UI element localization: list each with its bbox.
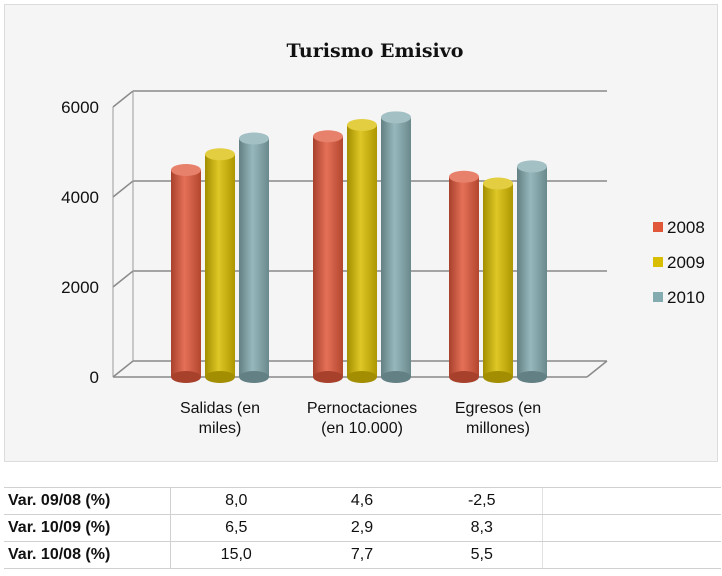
y-axis-ticks: 0 2000 4000 6000 xyxy=(61,98,99,387)
row-value: 8,0 xyxy=(170,487,302,515)
bar-2009-0 xyxy=(205,148,235,383)
row-filler xyxy=(541,514,721,542)
row-value: 4,6 xyxy=(302,487,422,515)
legend-swatch xyxy=(653,257,663,267)
floor-side-edge xyxy=(586,360,608,378)
row-label: Var. 09/08 (%) xyxy=(4,487,171,515)
row-filler xyxy=(541,541,721,569)
legend-label: 2010 xyxy=(667,288,705,307)
legend-swatch xyxy=(653,222,663,232)
gridline-side xyxy=(112,90,134,108)
category-label: Salidas (en miles) xyxy=(180,400,260,437)
legend-label: 2008 xyxy=(667,218,705,237)
x-axis-categories: Salidas (en miles) Pernoctaciones (en 10.00… xyxy=(180,400,541,437)
table-row: Var. 09/08 (%) 8,0 4,6 -2,5 xyxy=(4,487,721,515)
y-tick-label: 2000 xyxy=(61,278,99,297)
legend-item-2009: 2009 xyxy=(653,253,705,272)
gridline-side xyxy=(112,360,134,378)
legend-item-2010: 2010 xyxy=(653,288,705,307)
bar-2010-0 xyxy=(239,132,269,383)
row-value: 5,5 xyxy=(422,541,542,569)
legend-item-2008: 2008 xyxy=(653,218,705,237)
row-value: 6,5 xyxy=(170,514,302,542)
y-tick-label: 0 xyxy=(90,368,99,387)
table-row: Var. 10/08 (%) 15,0 7,7 5,5 xyxy=(4,541,721,569)
chart-area: Turismo Emisivo 0 2000 4000 6000 Salidas (e… xyxy=(4,4,718,462)
y-tick-label: 6000 xyxy=(61,98,99,117)
legend: 2008 2009 2010 xyxy=(653,218,705,307)
bar-2008-1 xyxy=(313,130,343,383)
legend-label: 2009 xyxy=(667,253,705,272)
bar-2010-1 xyxy=(381,111,411,383)
row-filler xyxy=(541,487,721,515)
chart-title: Turismo Emisivo xyxy=(287,40,464,62)
gridline-side xyxy=(112,180,134,198)
legend-swatch xyxy=(653,292,663,302)
bar-chart: Turismo Emisivo 0 2000 4000 6000 Salidas (e… xyxy=(61,40,705,437)
row-value: -2,5 xyxy=(422,487,542,515)
row-value: 15,0 xyxy=(170,541,302,569)
bar-2010-2 xyxy=(517,160,547,383)
variation-table: Var. 09/08 (%) 8,0 4,6 -2,5 Var. 10/09 (%) 6,… xyxy=(4,487,721,569)
row-value: 2,9 xyxy=(302,514,422,542)
y-tick-label: 4000 xyxy=(61,188,99,207)
row-label: Var. 10/09 (%) xyxy=(4,514,171,542)
bar-2009-2 xyxy=(483,177,513,383)
row-value: 8,3 xyxy=(422,514,542,542)
bar-2009-1 xyxy=(347,119,377,383)
row-label: Var. 10/08 (%) xyxy=(4,541,171,569)
bar-2008-2 xyxy=(449,170,479,383)
gridline-side xyxy=(112,270,134,288)
category-label: Pernoctaciones (en 10.000) xyxy=(307,400,417,437)
table-row: Var. 10/09 (%) 6,5 2,9 8,3 xyxy=(4,514,721,542)
bar-2008-0 xyxy=(171,164,201,383)
category-label: Egresos (en millones) xyxy=(455,400,541,437)
bars xyxy=(171,111,547,383)
row-value: 7,7 xyxy=(302,541,422,569)
